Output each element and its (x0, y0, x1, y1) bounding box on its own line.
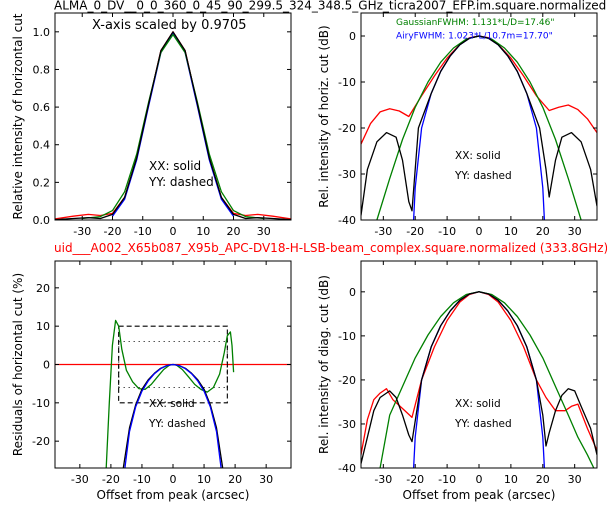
series-line-1 (412, 291, 546, 468)
panels: -30 -20 -10 0 10 20 30 0.0 0.2 0.4 0.6 0.8 1.0 Relati… (11, 12, 598, 502)
x-tick-label: 0 (170, 473, 177, 486)
x-tick-label: 20 (536, 473, 550, 486)
series-line-0 (361, 291, 597, 455)
annotation-scaling: X-axis scaled by 0.9705 (92, 18, 247, 33)
y-tick-label: 0.4 (33, 139, 51, 152)
y-tick-label: 20 (36, 282, 50, 295)
y-tick-label: -30 (338, 168, 356, 181)
x-tick-label: 0 (170, 225, 177, 238)
y-tick-label: -30 (338, 418, 356, 431)
legend-entry-0: XX: solid (149, 159, 201, 173)
y-tick-label: 10 (36, 320, 50, 333)
x-tick-label: -30 (374, 473, 392, 486)
reference-box-dashed (118, 325, 228, 404)
y-tick-label: 1.0 (33, 26, 51, 39)
y-tick-label: -10 (338, 76, 356, 89)
series-line-1 (412, 35, 546, 220)
x-tick-label: 10 (504, 473, 518, 486)
legend-entry-0: XX: solid (455, 398, 501, 410)
series-line-0 (55, 31, 291, 220)
x-tick-label: -20 (102, 473, 120, 486)
y-axis-label: Relative intensity of horizontal cut (11, 13, 25, 219)
plot-frame (360, 12, 598, 221)
plot-area (361, 35, 597, 220)
x-tick-label: 0 (476, 473, 483, 486)
legend-entry-1: YY: dashed (454, 418, 512, 430)
y-tick-label: -40 (338, 214, 356, 227)
y-tick-label: -40 (338, 462, 356, 475)
x-tick-label: 30 (568, 473, 582, 486)
legend-entry-1: YY: dashed (454, 170, 512, 182)
y-tick-label: 0 (43, 359, 50, 372)
x-tick-label: -20 (406, 473, 424, 486)
figure-title-top: ALMA_0_DV__0_0_360_0_45_90_299.5_324_348… (54, 0, 606, 13)
legend-entry-0: XX: solid (149, 398, 195, 410)
x-tick-label: 20 (228, 473, 242, 486)
series-line-2 (124, 363, 222, 468)
legend-entry-1: YY: dashed (148, 175, 214, 189)
x-tick-label: -20 (104, 225, 122, 238)
x-tick-label: -10 (134, 225, 152, 238)
legend-entry-1: YY: dashed (148, 418, 206, 430)
x-axis-label: Offset from peak (arcsec) (97, 488, 250, 502)
x-tick-label: 30 (568, 225, 582, 238)
annotation-fwhm-0: GaussianFWHM: 1.131*L/D=17.46" (396, 18, 554, 28)
y-tick-label: -10 (32, 397, 50, 410)
y-tick-label: 0 (349, 286, 356, 299)
x-axis-label: Offset from peak (arcsec) (403, 488, 556, 502)
chart-bottom-right: -30 -20 -10 0 10 20 30 -40 -30 -20 -10 0 Offset from… (317, 260, 598, 502)
x-tick-label: -10 (133, 473, 151, 486)
x-tick-label: -10 (438, 473, 456, 486)
series-line-3 (361, 35, 597, 216)
y-tick-label: -10 (338, 330, 356, 343)
plot-area (361, 291, 597, 468)
plot-area (55, 319, 291, 468)
x-tick-label: -10 (438, 225, 456, 238)
chart-top-left: -30 -20 -10 0 10 20 30 0.0 0.2 0.4 0.6 0.8 1.0 Relati… (11, 12, 292, 238)
x-tick-label: 10 (504, 225, 518, 238)
y-tick-label: 0.8 (33, 63, 51, 76)
y-axis-label: Rel. intensity of horiz. cut (dB) (317, 25, 331, 207)
series-line-1 (122, 363, 224, 468)
x-tick-label: 20 (536, 225, 550, 238)
y-tick-label: -20 (338, 374, 356, 387)
series-line-0 (105, 319, 235, 468)
x-tick-label: -30 (71, 473, 89, 486)
y-axis-label: Rel. intensity of diag. cut (dB) (317, 275, 331, 454)
figure-title-middle: uid___A002_X65b087_X95b_APC-DV18-H-LSB-b… (54, 241, 607, 255)
x-tick-label: 10 (197, 473, 211, 486)
series-line-3 (361, 291, 597, 464)
y-tick-label: -20 (32, 435, 50, 448)
plot-area (55, 31, 291, 220)
y-tick-label: 0.2 (33, 176, 51, 189)
chart-bottom-left: -30 -20 -10 0 10 20 30 -20 -10 0 10 20 Offset from p… (11, 260, 292, 502)
y-tick-label: -20 (338, 122, 356, 135)
x-tick-label: 20 (227, 225, 241, 238)
series-line-0 (361, 35, 597, 145)
chart-top-right: -30 -20 -10 0 10 20 30 -40 -30 -20 -10 0 Rel. intens… (317, 12, 598, 238)
x-tick-label: -20 (406, 225, 424, 238)
annotation-fwhm-1: AiryFWHM: 1.023*L/10.7m=17.70" (396, 32, 553, 42)
x-tick-label: 0 (476, 225, 483, 238)
x-tick-label: -30 (73, 225, 91, 238)
x-tick-label: 30 (259, 473, 273, 486)
legend-entry-0: XX: solid (455, 150, 501, 162)
x-tick-label: 30 (257, 225, 271, 238)
y-tick-label: 0 (349, 30, 356, 43)
series-line-2 (379, 291, 595, 468)
x-tick-label: -30 (374, 225, 392, 238)
y-tick-label: 0.0 (33, 214, 51, 227)
x-tick-label: 10 (196, 225, 210, 238)
y-tick-label: 0.6 (33, 101, 51, 114)
y-axis-label: Residuals of horizontal cut (%) (11, 273, 25, 456)
series-line-3 (55, 31, 291, 220)
series-line-2 (82, 33, 264, 220)
